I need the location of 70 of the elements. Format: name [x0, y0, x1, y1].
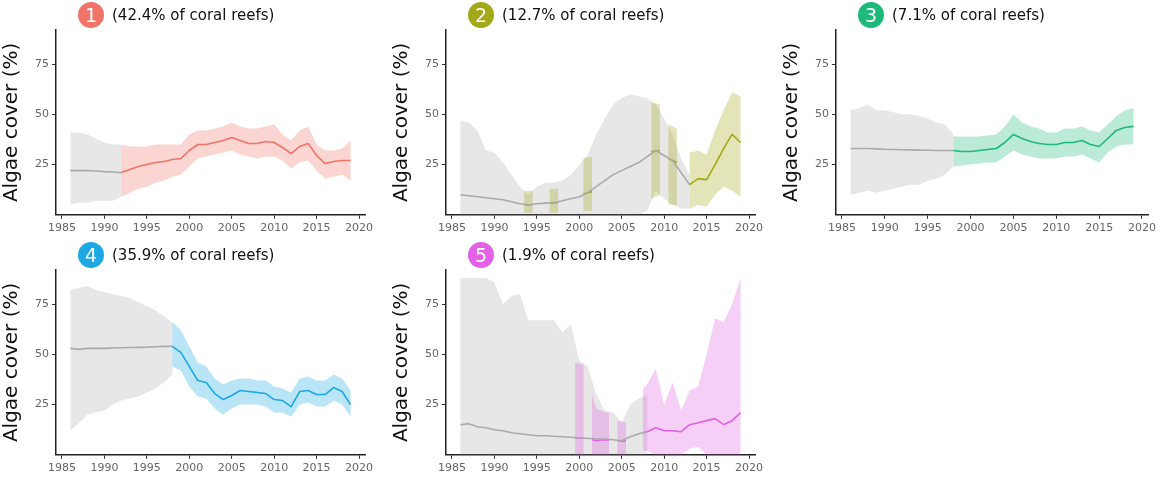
- x-tick-label: 1985: [437, 221, 466, 235]
- chart-title: (35.9% of coral reefs): [112, 246, 275, 264]
- x-tick-label: 2005: [607, 221, 636, 235]
- x-tick-label: 2020: [345, 461, 374, 475]
- chart-title: (12.7% of coral reefs): [502, 6, 665, 24]
- x-tick-label: 2020: [735, 221, 764, 235]
- x-tick-label: 1985: [828, 221, 856, 235]
- x-tick-label: 2000: [956, 221, 985, 235]
- chart-title: (1.9% of coral reefs): [502, 246, 655, 264]
- y-axis-title: Algae cover (%): [778, 42, 803, 203]
- x-tick-label: 2000: [565, 461, 594, 475]
- x-tick-label: 1985: [47, 221, 76, 235]
- y-tick-label: 75: [35, 57, 49, 71]
- y-tick-label: 50: [425, 347, 439, 361]
- circle-badge: 1: [78, 2, 104, 28]
- y-tick-label: 25: [35, 157, 49, 171]
- y-tick-label: 50: [35, 107, 49, 121]
- circle-badge: 2: [468, 2, 494, 28]
- x-tick-label: 1995: [132, 221, 161, 235]
- x-tick-label: 1985: [437, 461, 466, 475]
- y-tick-label: 25: [425, 397, 439, 411]
- x-tick-label: 2005: [217, 461, 246, 475]
- chart-title: (7.1% of coral reefs): [892, 6, 1045, 24]
- circle-badge: 5: [468, 242, 494, 268]
- y-axis-title: Algae cover (%): [388, 282, 413, 443]
- x-tick-label: 1990: [480, 461, 509, 475]
- x-tick-label: 2000: [175, 221, 204, 235]
- chart-title: (42.4% of coral reefs): [112, 6, 275, 24]
- y-axis-title: Algae cover (%): [0, 282, 23, 443]
- x-tick-label: 2005: [217, 221, 246, 235]
- x-tick-label: 2010: [260, 461, 289, 475]
- y-tick-label: 50: [815, 107, 829, 121]
- x-tick-label: 2000: [175, 461, 204, 475]
- y-tick-label: 25: [425, 157, 439, 171]
- y-tick-label: 75: [425, 57, 439, 71]
- y-tick-label: 25: [35, 397, 49, 411]
- x-tick-label: 2005: [999, 221, 1028, 235]
- y-axis-title: Algae cover (%): [0, 42, 23, 203]
- x-tick-label: 1995: [132, 461, 161, 475]
- y-tick-label: 50: [35, 347, 49, 361]
- x-tick-label: 1995: [913, 221, 942, 235]
- x-tick-label: 2010: [260, 221, 289, 235]
- circle-badge: 3: [858, 2, 884, 28]
- x-tick-label: 2020: [1128, 221, 1156, 235]
- y-tick-label: 75: [815, 57, 829, 71]
- y-tick-label: 75: [425, 297, 439, 311]
- x-tick-label: 1990: [90, 221, 119, 235]
- x-tick-label: 2005: [607, 461, 636, 475]
- x-tick-label: 1990: [870, 221, 899, 235]
- x-tick-label: 1995: [522, 461, 551, 475]
- x-tick-label: 2015: [692, 221, 721, 235]
- x-tick-label: 2015: [1085, 221, 1114, 235]
- x-tick-label: 2020: [735, 461, 764, 475]
- y-axis-title: Algae cover (%): [388, 42, 413, 203]
- y-tick-label: 25: [815, 157, 829, 171]
- circle-badge: 4: [78, 242, 104, 268]
- x-tick-label: 2010: [1042, 221, 1071, 235]
- x-tick-label: 2015: [692, 461, 721, 475]
- x-tick-label: 1990: [90, 461, 119, 475]
- x-tick-label: 2020: [345, 221, 374, 235]
- x-tick-label: 2000: [565, 221, 594, 235]
- x-tick-label: 2010: [650, 221, 679, 235]
- x-tick-label: 2015: [302, 461, 331, 475]
- y-tick-label: 50: [425, 107, 439, 121]
- x-tick-label: 1985: [47, 461, 76, 475]
- y-tick-label: 75: [35, 297, 49, 311]
- x-tick-label: 2015: [302, 221, 331, 235]
- x-tick-label: 1995: [522, 221, 551, 235]
- x-tick-label: 1990: [480, 221, 509, 235]
- x-tick-label: 2010: [650, 461, 679, 475]
